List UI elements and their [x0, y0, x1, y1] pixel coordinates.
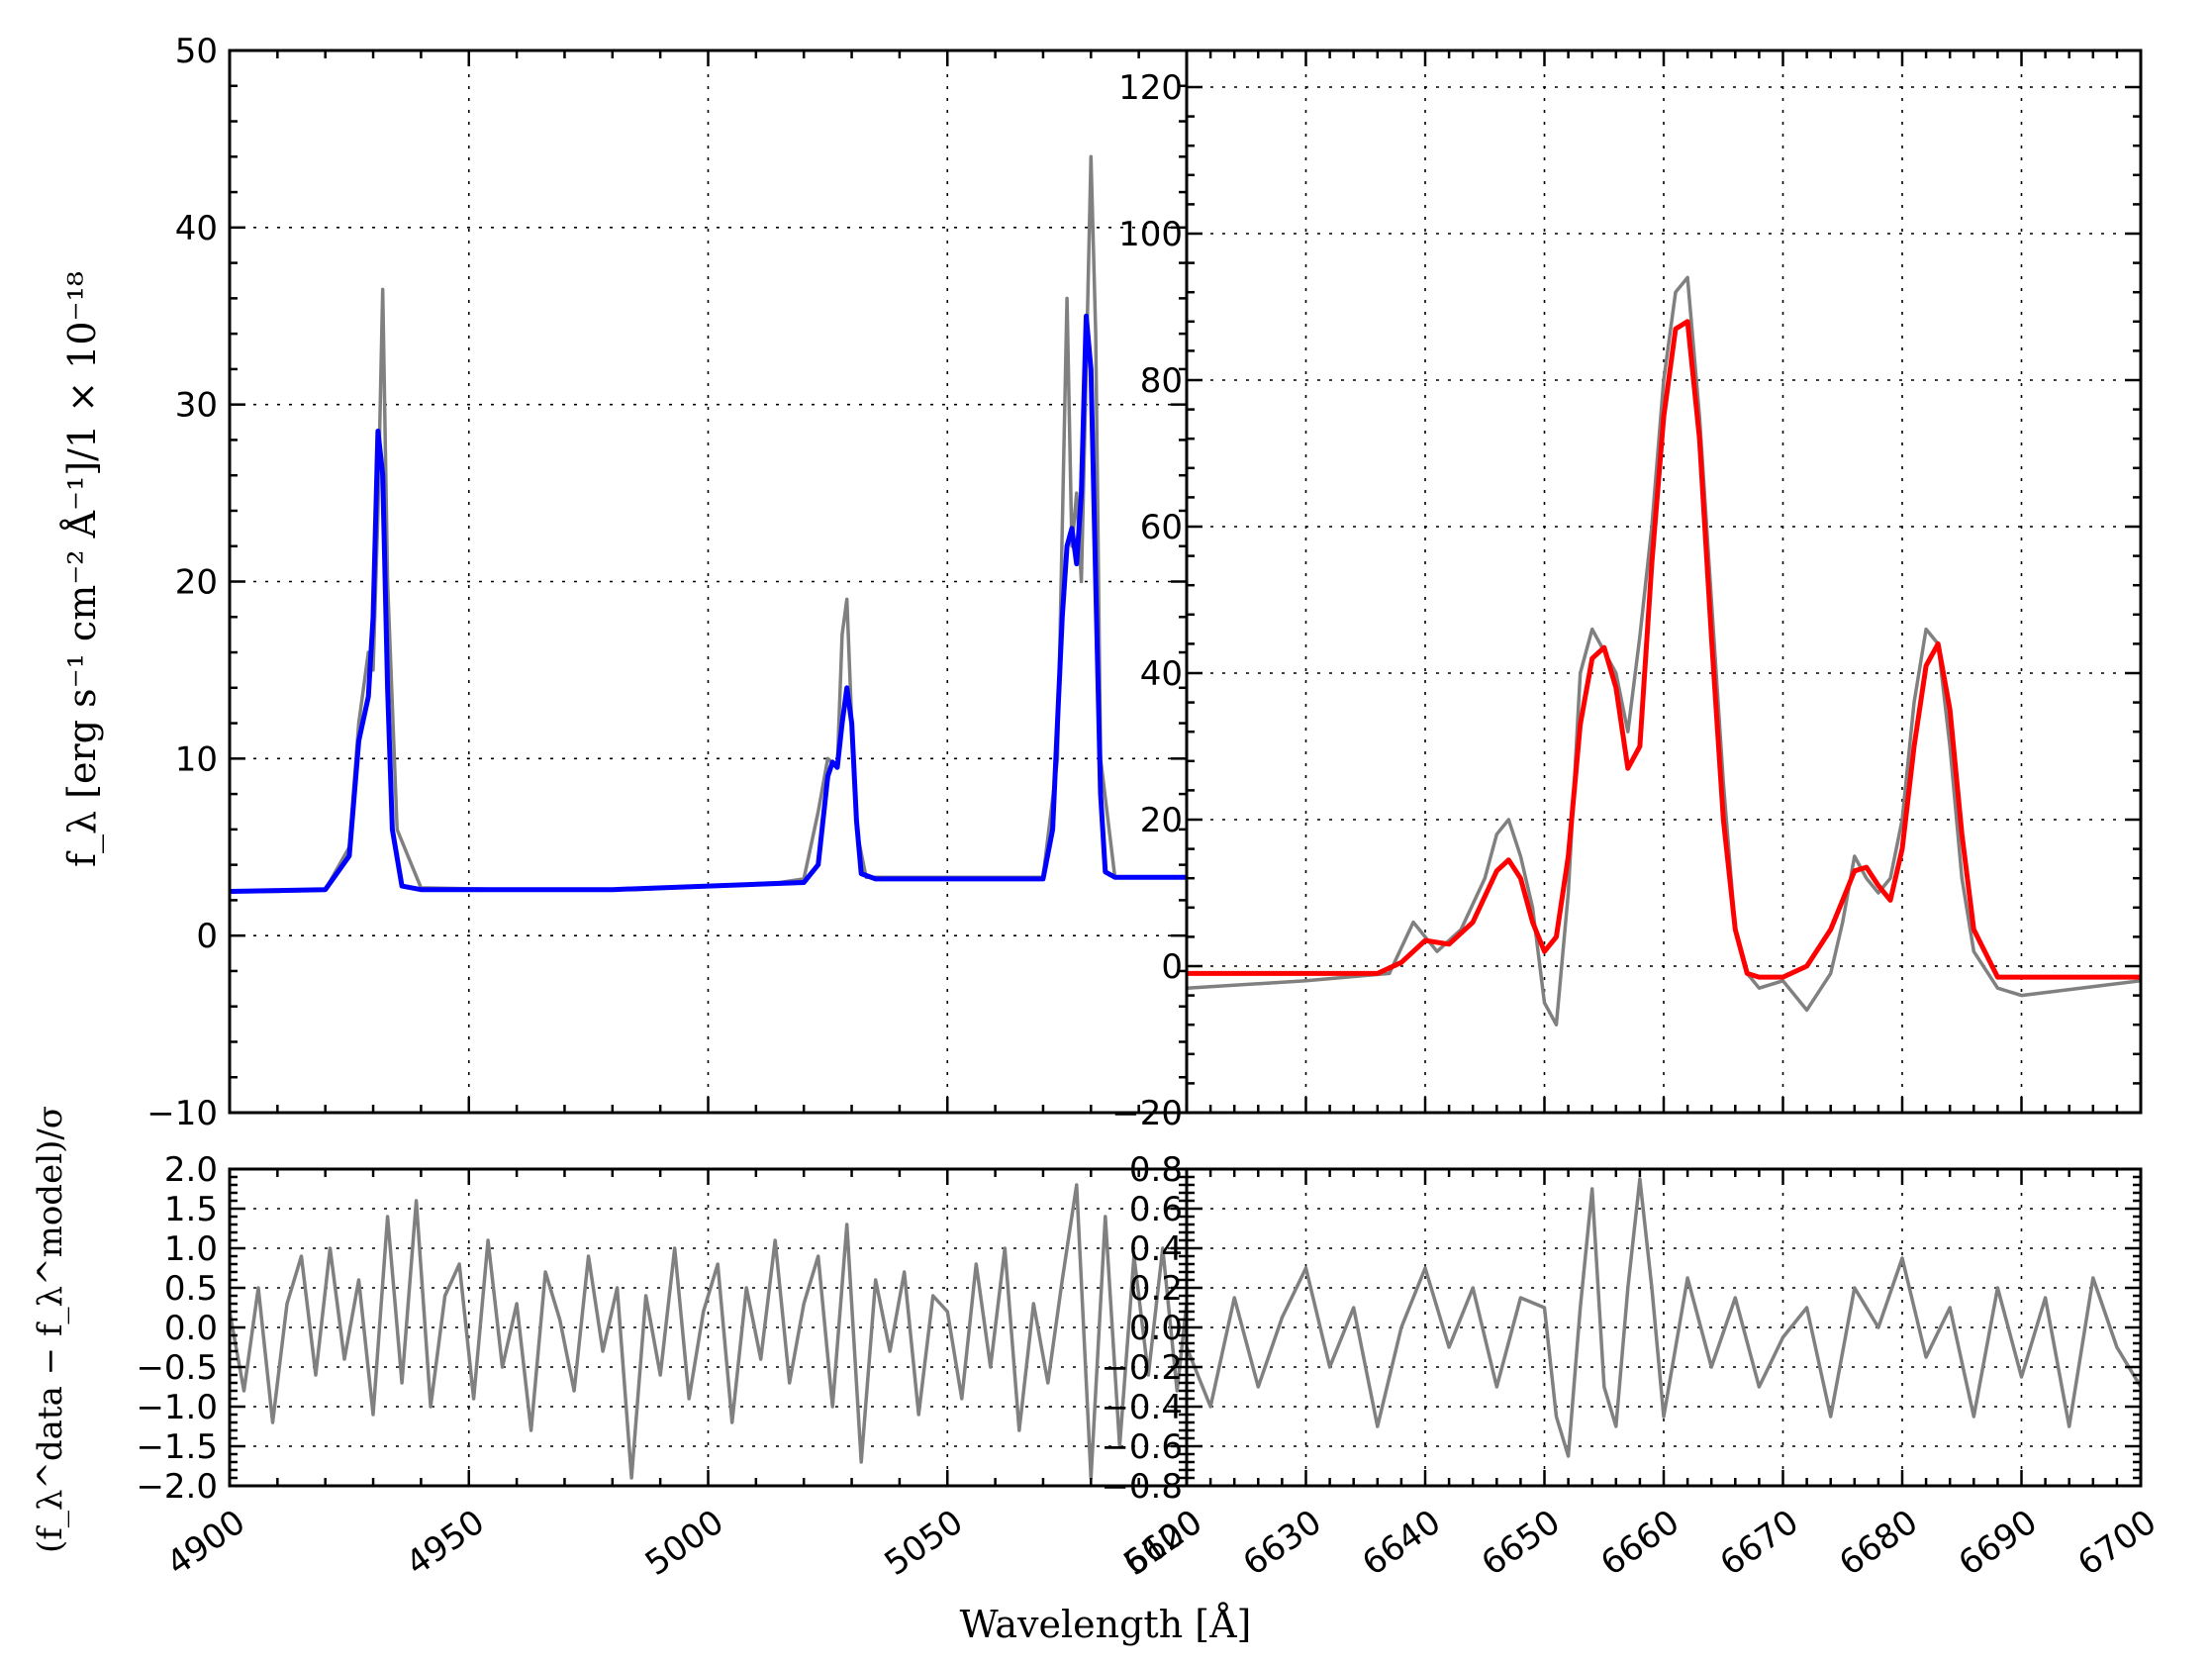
- y-tick-label-bottom-right-8: 0.8: [1129, 1150, 1183, 1190]
- y-tick-label-bottom-left-3: −0.5: [136, 1348, 218, 1388]
- x-tick-label-bottom-right-4: 6660: [1593, 1503, 1686, 1584]
- x-tick-label-bottom-left-0: 4900: [159, 1503, 252, 1584]
- y-tick-label-top-left-6: 50: [175, 32, 218, 71]
- y-tick-label-top-left-0: −10: [146, 1094, 218, 1133]
- y-tick-label-bottom-left-6: 1.0: [164, 1229, 218, 1269]
- y-tick-label-bottom-right-1: −0.6: [1101, 1427, 1183, 1467]
- model-series-top-left: [229, 313, 1187, 894]
- y-tick-label-bottom-left-0: −2.0: [136, 1467, 218, 1507]
- x-tick-label-bottom-left-3: 5050: [878, 1503, 971, 1584]
- x-tick-label-bottom-right-3: 6650: [1475, 1503, 1568, 1584]
- y-axis-title-bottom: (f_λ^data − f_λ^model)/σ: [31, 1106, 70, 1553]
- y-tick-label-bottom-right-7: 0.6: [1129, 1190, 1183, 1229]
- y-tick-label-bottom-left-2: −1.0: [136, 1388, 218, 1427]
- y-tick-label-bottom-left-4: 0.0: [164, 1309, 218, 1348]
- y-axis-title-top: f_λ [erg s⁻¹ cm⁻² Å⁻¹]/1 × 10⁻¹⁸: [60, 271, 105, 867]
- y-tick-label-bottom-right-6: 0.4: [1129, 1229, 1183, 1269]
- y-tick-label-top-left-2: 10: [175, 739, 218, 779]
- y-tick-label-bottom-right-5: 0.2: [1129, 1269, 1183, 1309]
- frames-layer: [228, 49, 2143, 1488]
- y-tick-label-bottom-left-8: 2.0: [164, 1150, 218, 1190]
- x-tick-label-bottom-left-1: 4950: [399, 1503, 492, 1584]
- y-tick-label-top-right-0: −20: [1111, 1094, 1183, 1133]
- y-tick-label-top-right-7: 120: [1118, 68, 1183, 108]
- x-tick-label-bottom-right-8: 6700: [2070, 1503, 2164, 1584]
- y-tick-label-bottom-right-2: −0.4: [1101, 1388, 1183, 1427]
- x-tick-label-bottom-right-7: 6690: [1952, 1503, 2045, 1584]
- labels-layer: −10 0 10 20 30 40 50 −20 0 20 40 60 80 100 120 −2.0−1.5…: [136, 32, 2164, 1584]
- residual-series-bottom-left: [228, 1183, 1189, 1480]
- y-tick-label-top-right-6: 100: [1118, 215, 1183, 254]
- residual-series-bottom-right: [1185, 1177, 2143, 1458]
- x-tick-label-bottom-left-2: 5000: [638, 1503, 731, 1584]
- y-tick-label-top-right-5: 80: [1140, 361, 1183, 401]
- model-series-top-right: [1187, 319, 2141, 980]
- y-tick-label-top-right-2: 20: [1140, 801, 1183, 840]
- y-tick-label-top-right-4: 60: [1140, 508, 1183, 547]
- y-tick-label-bottom-left-5: 0.5: [164, 1269, 218, 1309]
- x-axis-title: Wavelength [Å]: [960, 1603, 1252, 1646]
- x-tick-label-bottom-right-5: 6670: [1713, 1503, 1806, 1584]
- y-tick-label-top-right-3: 40: [1140, 654, 1183, 694]
- y-tick-label-top-left-1: 0: [196, 917, 218, 956]
- y-tick-label-bottom-right-0: −0.8: [1101, 1467, 1183, 1507]
- x-tick-label-bottom-right-1: 6630: [1236, 1503, 1329, 1584]
- y-tick-label-bottom-left-7: 1.5: [164, 1190, 218, 1229]
- y-tick-label-bottom-left-1: −1.5: [136, 1427, 218, 1467]
- x-tick-label-bottom-right-0: 6620: [1116, 1503, 1209, 1584]
- y-tick-label-top-left-5: 40: [175, 209, 218, 248]
- y-tick-label-top-right-1: 0: [1161, 947, 1183, 987]
- series-layer: [228, 154, 2143, 1480]
- x-tick-label-bottom-right-6: 6680: [1832, 1503, 1925, 1584]
- y-tick-label-top-left-4: 30: [175, 386, 218, 426]
- y-tick-label-bottom-right-4: 0.0: [1129, 1309, 1183, 1348]
- y-tick-label-bottom-right-3: −0.2: [1101, 1348, 1183, 1388]
- x-tick-label-bottom-right-2: 6640: [1355, 1503, 1448, 1584]
- y-tick-label-top-left-3: 20: [175, 563, 218, 603]
- data-series-top-right: [1186, 275, 2142, 1027]
